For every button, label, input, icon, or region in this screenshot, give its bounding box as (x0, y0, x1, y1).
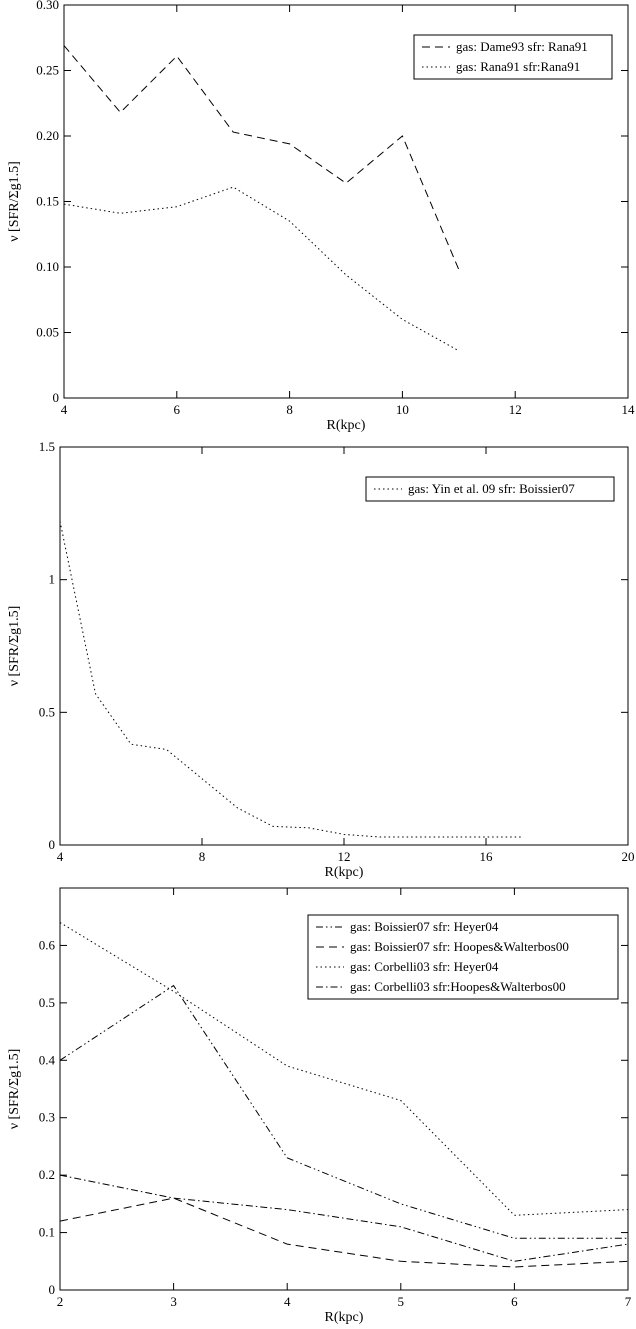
series-line-1 (59, 521, 522, 838)
series-line-1 (59, 984, 628, 1239)
plot-frame (59, 887, 629, 1291)
y-axis-label: ν [SFR/Σg1.5] (7, 606, 22, 687)
x-tick-label: 2 (57, 1294, 64, 1309)
y-tick-label: 0.20 (36, 128, 59, 143)
chart-panel-2: 4 8 12 16 20 0 0.5 1 1.5 R(kpc) ν [SFR/Σg1.5] gas: … (0, 440, 636, 880)
legend-box (413, 34, 613, 80)
y-tick-label: 0.05 (36, 325, 59, 340)
x-tick-label: 6 (174, 402, 181, 417)
y-tick-label: 0.15 (36, 194, 59, 209)
series-line-2 (59, 1197, 629, 1268)
y-axis-label: ν [SFR/Σg1.5] (7, 161, 22, 242)
legend-entry-4: gas: Corbelli03 sfr:Hoopes&Walterbos00 (350, 979, 566, 994)
legend-box (307, 914, 619, 1000)
x-tick-label: 12 (509, 402, 522, 417)
x-tick-label: 3 (170, 1294, 177, 1309)
y-tick-label: 0.1 (39, 1225, 55, 1240)
x-axis-label: R(kpc) (327, 418, 366, 433)
x-tick-label: 12 (338, 849, 351, 864)
chart-panel-1: 4 6 8 10 12 14 0 0.05 0.10 0.15 0.20 0.25 0.30 R(kpc)… (0, 0, 636, 440)
y-tick-label: 0.30 (36, 0, 59, 12)
series-line-2 (63, 186, 460, 352)
legend-box (365, 476, 615, 502)
x-tick-label: 20 (622, 849, 635, 864)
chart-2-svg: 4 8 12 16 20 0 0.5 1 1.5 R(kpc) ν [SFR/Σg1.5] gas: … (7, 440, 635, 880)
x-tick-label: 5 (398, 1294, 405, 1309)
chart-panel-3: 2 3 4 5 6 7 0 0.1 0.2 0.3 0.4 0.5 0.6 R(kpc) ν [SFR/Σg… (0, 880, 636, 1329)
legend-entry-2: gas: Rana91 sfr:Rana91 (456, 59, 580, 74)
x-tick-label: 7 (625, 1294, 632, 1309)
y-tick-label: 0 (49, 1282, 56, 1297)
y-tick-label: 1 (49, 572, 56, 587)
x-tick-label: 6 (511, 1294, 518, 1309)
plot-frame (59, 446, 629, 846)
x-tick-label: 8 (286, 402, 293, 417)
y-tick-label: 0.25 (36, 63, 59, 78)
legend-entry-1: gas: Yin et al. 09 sfr: Boissier07 (408, 481, 575, 496)
y-tick-label: 0.4 (39, 1052, 56, 1067)
chart-3-svg: 2 3 4 5 6 7 0 0.1 0.2 0.3 0.4 0.5 0.6 R(kpc) ν [SFR/Σg… (7, 887, 632, 1325)
x-axis-label: R(kpc) (325, 1310, 364, 1325)
x-tick-label: 8 (199, 849, 206, 864)
legend-entry-1: gas: Dame93 sfr: Rana91 (456, 39, 588, 54)
y-tick-label: 0 (53, 390, 60, 405)
series-line-4 (59, 1174, 629, 1262)
legend-entry-3: gas: Corbelli03 sfr: Heyer04 (350, 959, 499, 974)
y-tick-label: 0.3 (39, 1110, 55, 1125)
series-line-3 (59, 922, 629, 1216)
series-line-1 (63, 45, 460, 270)
y-tick-label: 1.5 (39, 440, 55, 454)
x-axis-label: R(kpc) (325, 865, 364, 880)
y-tick-label: 0.10 (36, 259, 59, 274)
y-tick-label: 0.2 (39, 1167, 55, 1182)
y-axis-label: ν [SFR/Σg1.5] (7, 1049, 22, 1130)
legend-entry-2: gas: Boissier07 sfr: Hoopes&Walterbos00 (350, 939, 569, 954)
legend-entry-1: gas: Boissier07 sfr: Heyer04 (350, 919, 499, 934)
y-tick-label: 0.5 (39, 995, 55, 1010)
y-tick-label: 0.5 (39, 704, 55, 719)
y-tick-label: 0 (49, 837, 56, 852)
x-tick-label: 10 (396, 402, 409, 417)
chart-1-svg: 4 6 8 10 12 14 0 0.05 0.10 0.15 0.20 0.25 0.30 R(kpc)… (7, 0, 636, 433)
y-tick-label: 0.6 (39, 937, 56, 952)
x-tick-label: 16 (480, 849, 494, 864)
x-tick-label: 14 (622, 402, 636, 417)
x-tick-label: 4 (61, 402, 68, 417)
x-tick-label: 4 (57, 849, 64, 864)
x-tick-label: 4 (284, 1294, 291, 1309)
